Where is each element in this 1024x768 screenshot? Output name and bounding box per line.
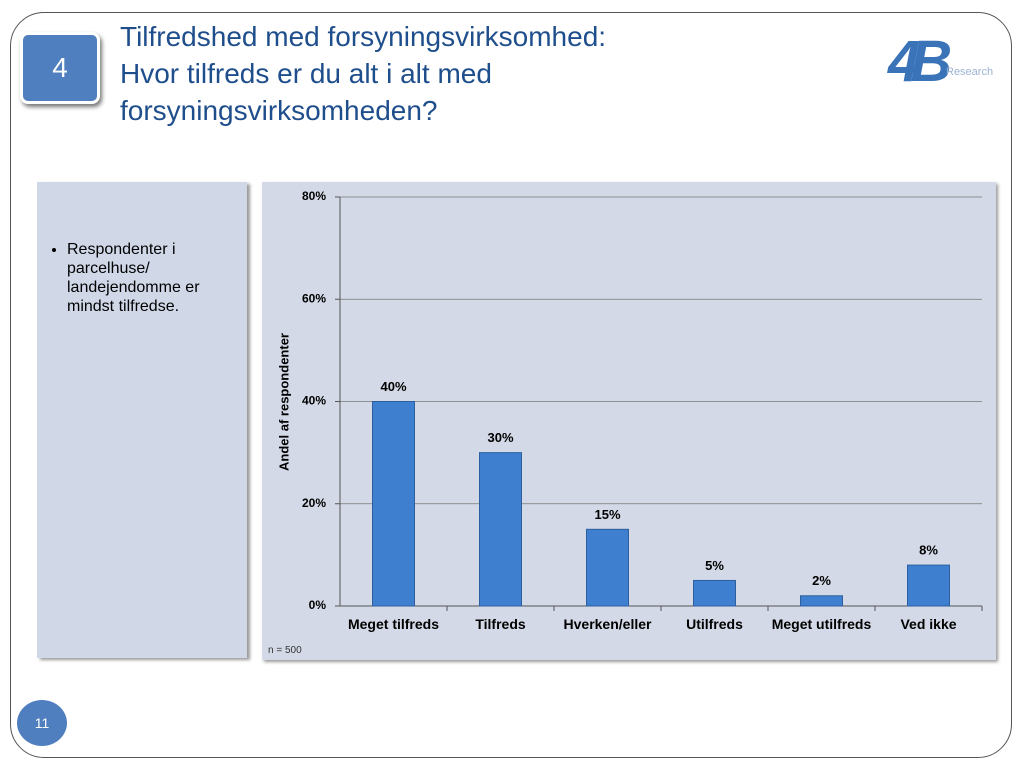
- x-tick-label: Meget utilfreds: [771, 616, 872, 632]
- value-label: 8%: [919, 543, 938, 558]
- y-tick-label: 40%: [302, 394, 326, 408]
- bar: [479, 452, 522, 607]
- x-tick-label: Hverken/eller: [563, 616, 652, 632]
- chart-title: Tilfredshed med forsyningsvirksomhed:: [120, 21, 607, 52]
- slide-badge: 4: [20, 32, 100, 104]
- bar: [372, 401, 415, 607]
- logo-mark: 4B: [888, 29, 952, 94]
- side-panel: Respondenter i parcelhuse/ landejendomme…: [37, 182, 247, 658]
- bar: [586, 528, 629, 607]
- y-tick-label: 20%: [302, 496, 326, 510]
- value-label: 30%: [487, 430, 513, 445]
- slide-frame: [10, 12, 1012, 758]
- bar: [800, 595, 843, 607]
- y-tick-label: 60%: [302, 291, 326, 305]
- note: n = 500: [268, 645, 302, 656]
- value-label: 15%: [594, 507, 620, 522]
- value-label: 5%: [705, 558, 724, 573]
- bullet: Respondenter i parcelhuse/ landejendomme…: [67, 240, 239, 316]
- x-tick-label: Utilfreds: [686, 616, 743, 632]
- bullet-list: Respondenter i parcelhuse/ landejendomme…: [63, 240, 239, 316]
- chart-subtitle: Hvor tilfreds er du alt i alt med forsyn…: [120, 58, 492, 126]
- bar: [907, 564, 950, 607]
- page-number: 11: [17, 700, 67, 746]
- bar: [693, 579, 736, 607]
- title-block: Tilfredshed med forsyningsvirksomhed: Hv…: [120, 18, 740, 129]
- logo-text: Research: [946, 66, 994, 78]
- y-axis-label: Andel af respondenter: [276, 333, 291, 471]
- y-tick-label: 80%: [302, 189, 326, 203]
- y-tick-label: 0%: [309, 598, 327, 612]
- value-label: 2%: [812, 573, 831, 588]
- x-tick-label: Ved ikke: [900, 616, 957, 632]
- x-tick-label: Meget tilfreds: [347, 616, 439, 632]
- x-tick-label: Tilfreds: [475, 616, 526, 632]
- value-label: 40%: [380, 379, 406, 394]
